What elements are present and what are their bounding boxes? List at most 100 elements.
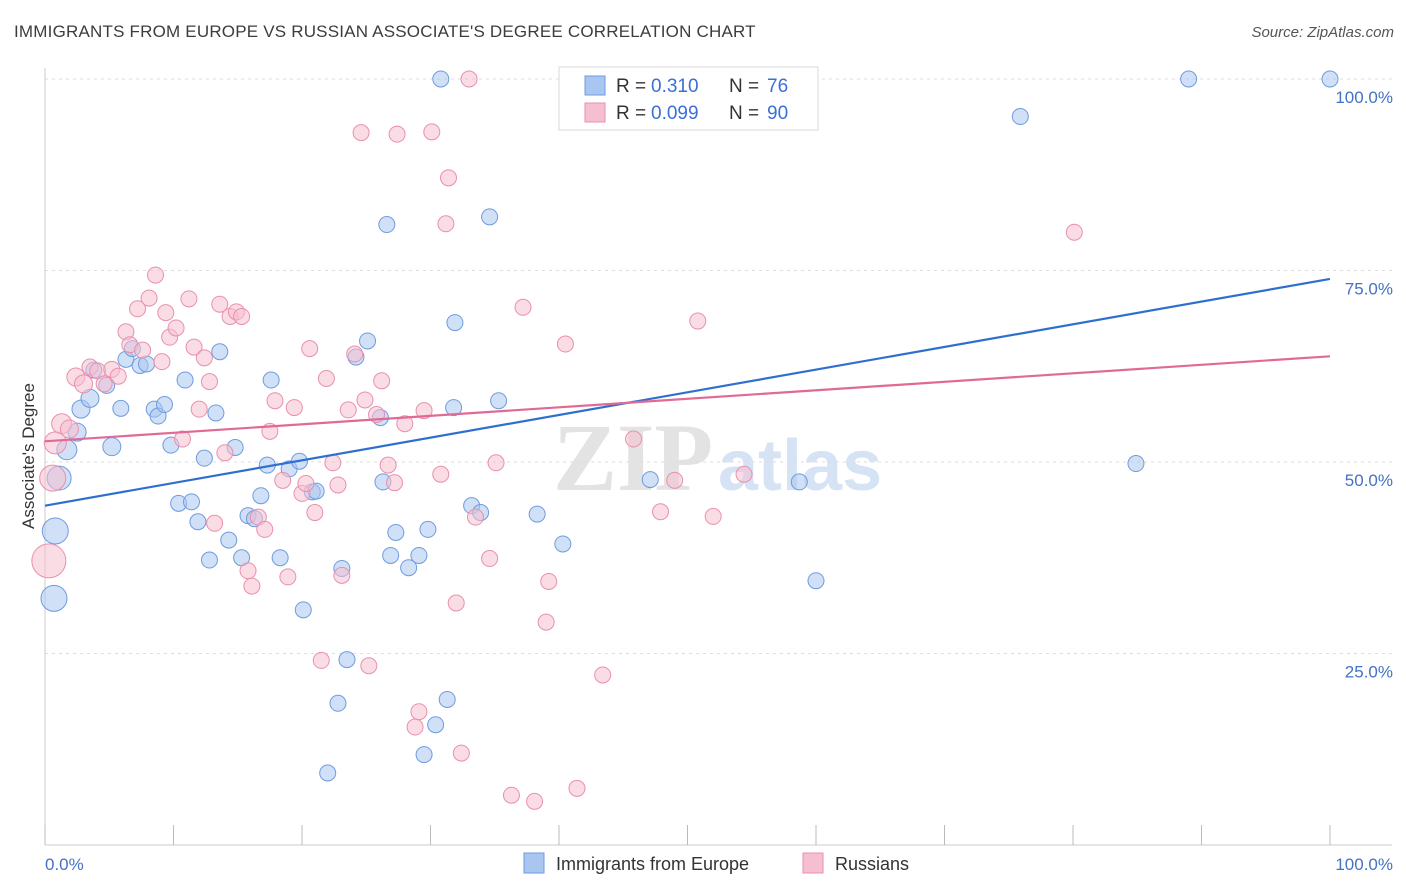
- x-tick-label: 100.0%: [1335, 855, 1393, 874]
- russian-point: [379, 456, 397, 474]
- trend-lines: [44, 277, 1331, 507]
- russian-point: [256, 520, 274, 538]
- y-tick-label: 50.0%: [1345, 471, 1393, 490]
- europe-point: [329, 694, 347, 712]
- y-tick-label: 25.0%: [1345, 663, 1393, 682]
- stats-legend: R = 0.310 N = 76 R = 0.099 N = 90: [558, 66, 819, 131]
- legend-n-value-2: 90: [767, 103, 788, 124]
- bottom-legend-label-russians[interactable]: Russians: [835, 854, 909, 874]
- russian-point: [180, 290, 198, 308]
- russian-point: [266, 392, 284, 410]
- russian-point: [185, 338, 203, 356]
- europe-point: [446, 314, 464, 332]
- russian-point: [406, 718, 424, 736]
- europe-point: [415, 746, 433, 764]
- europe-point: [400, 559, 418, 577]
- russian-point: [360, 657, 378, 675]
- europe-point: [220, 531, 238, 549]
- y-tick-label: 100.0%: [1335, 88, 1393, 107]
- europe-point: [807, 572, 825, 590]
- europe-point: [1180, 70, 1198, 88]
- russian-point: [233, 307, 251, 325]
- russian-point: [502, 786, 520, 804]
- russian-point: [157, 304, 175, 322]
- russian-point: [537, 613, 555, 631]
- russian-point: [386, 474, 404, 492]
- russian-point: [452, 744, 470, 762]
- legend-r-label-1: R =: [616, 76, 646, 97]
- europe-point: [790, 473, 808, 491]
- russian-point: [625, 430, 643, 448]
- data-points: [31, 70, 1339, 810]
- russian-point: [1065, 223, 1083, 241]
- europe-point: [262, 371, 280, 389]
- russian-point: [206, 514, 224, 532]
- russian-point: [317, 370, 335, 388]
- europe-point: [427, 716, 445, 734]
- chart-title: IMMIGRANTS FROM EUROPE VS RUSSIAN ASSOCI…: [14, 22, 756, 41]
- europe-point: [359, 332, 377, 350]
- russian-point: [666, 471, 684, 489]
- russian-point: [129, 300, 147, 318]
- russian-point: [594, 666, 612, 684]
- bottom-legend-swatch-blue[interactable]: [523, 852, 545, 874]
- europe-point: [319, 764, 337, 782]
- russian-point: [735, 465, 753, 483]
- russian-point: [39, 464, 67, 492]
- russian-point: [95, 375, 113, 393]
- europe-point: [410, 546, 428, 564]
- europe-point: [338, 651, 356, 669]
- russian-point: [306, 504, 324, 522]
- europe-point: [211, 343, 229, 361]
- russian-point: [285, 399, 303, 417]
- bottom-legend-label-europe[interactable]: Immigrants from Europe: [556, 854, 749, 874]
- russian-point: [274, 471, 292, 489]
- russian-point: [243, 577, 261, 595]
- europe-point: [102, 437, 122, 457]
- russian-point: [568, 779, 586, 797]
- y-tick-label: 75.0%: [1345, 280, 1393, 299]
- europe-point: [419, 520, 437, 538]
- europe-point: [252, 487, 270, 505]
- russian-point: [74, 374, 94, 394]
- europe-point: [176, 371, 194, 389]
- europe-point: [481, 208, 499, 226]
- russian-point: [356, 391, 374, 409]
- legend-r-value-1: 0.310: [651, 76, 699, 97]
- europe-point: [438, 690, 456, 708]
- russian-point: [460, 70, 478, 88]
- europe-point: [378, 216, 396, 234]
- russian-point: [388, 125, 406, 143]
- europe-point: [41, 517, 69, 545]
- watermark-zip: ZIP: [553, 404, 713, 511]
- legend-r-label-2: R =: [616, 103, 646, 124]
- bottom-legend-swatch-pink[interactable]: [802, 852, 824, 874]
- europe-point: [382, 546, 400, 564]
- legend-r-value-2: 0.099: [651, 103, 699, 124]
- russian-point: [396, 415, 414, 433]
- russian-point: [173, 430, 191, 448]
- russian-point: [540, 572, 558, 590]
- russian-point: [487, 454, 505, 472]
- tick-labels: 100.0% 75.0% 50.0% 25.0% 0.0% 100.0%: [45, 88, 1393, 874]
- russian-point: [466, 508, 484, 526]
- europe-point: [200, 551, 218, 569]
- legend-swatch-pink: [584, 102, 606, 123]
- europe-point: [554, 535, 572, 553]
- russian-point: [167, 319, 185, 337]
- russian-point: [279, 568, 297, 586]
- russian-point: [346, 345, 364, 363]
- russian-point: [423, 123, 441, 141]
- russian-point: [312, 651, 330, 669]
- russian-point: [190, 400, 208, 418]
- russian-point: [439, 169, 457, 187]
- europe-point: [445, 399, 463, 417]
- series-legend: Immigrants from Europe Russians: [523, 852, 909, 874]
- russian-point: [216, 444, 234, 462]
- russian-point: [329, 476, 347, 494]
- europe-point: [387, 523, 405, 541]
- europe-point: [1127, 455, 1145, 473]
- russian-point: [140, 289, 158, 307]
- russian-point: [556, 335, 574, 353]
